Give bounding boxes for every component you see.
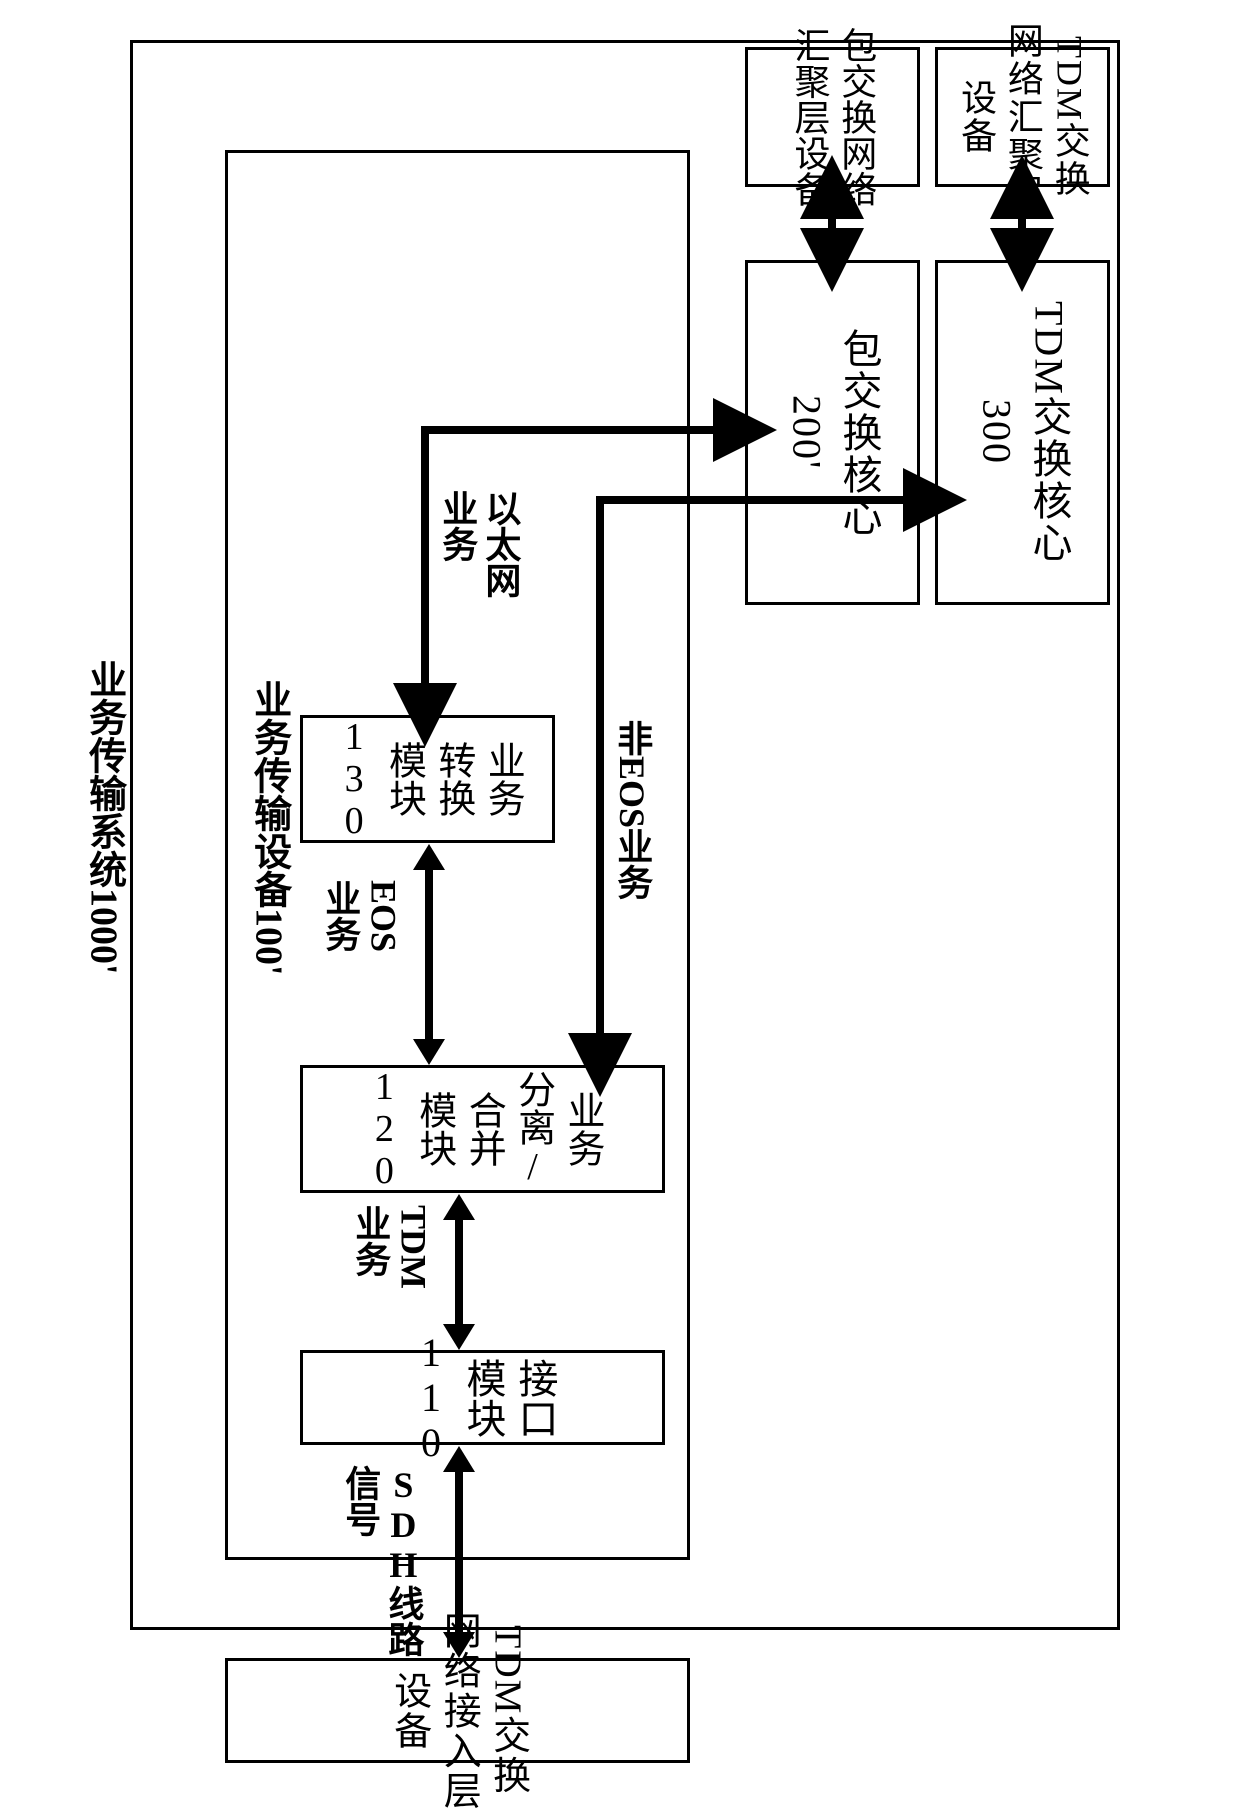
sys-label: 业务传输系统1000' xyxy=(80,660,126,975)
core-300: TDM交换核心 300 xyxy=(935,260,1110,605)
arrow-eos xyxy=(425,866,433,1043)
ext-tdm-acc: TDM交换 网络接入层 设备 xyxy=(225,1658,690,1763)
ext-tdm-agg2: TDM交换 网络汇聚层 设备 xyxy=(935,47,1110,187)
lbl-eth: 以太网 业务 xyxy=(435,490,521,598)
lbl-noneos: 非EOS业务 xyxy=(610,720,653,900)
lbl-sdh: SDH线路 信号 xyxy=(338,1465,424,1657)
arrow-sdh xyxy=(455,1468,463,1636)
ext-pkt: 包交换网络 汇聚层设备 xyxy=(745,47,920,187)
mod-120: 业务 分离/ 合并 模块 120 xyxy=(300,1065,665,1193)
arrow-tdm xyxy=(455,1216,463,1328)
core-200: 包交换核心 200' xyxy=(745,260,920,605)
lbl-eos: EOS 业务 xyxy=(318,880,404,952)
mod-110: 接口 模块 110 xyxy=(300,1350,665,1445)
lbl-tdm: TDM 业务 xyxy=(348,1205,434,1289)
dev-label: 业务传输设备100' xyxy=(245,680,291,976)
mod-130: 业务 转换 模块 130 xyxy=(300,715,555,843)
